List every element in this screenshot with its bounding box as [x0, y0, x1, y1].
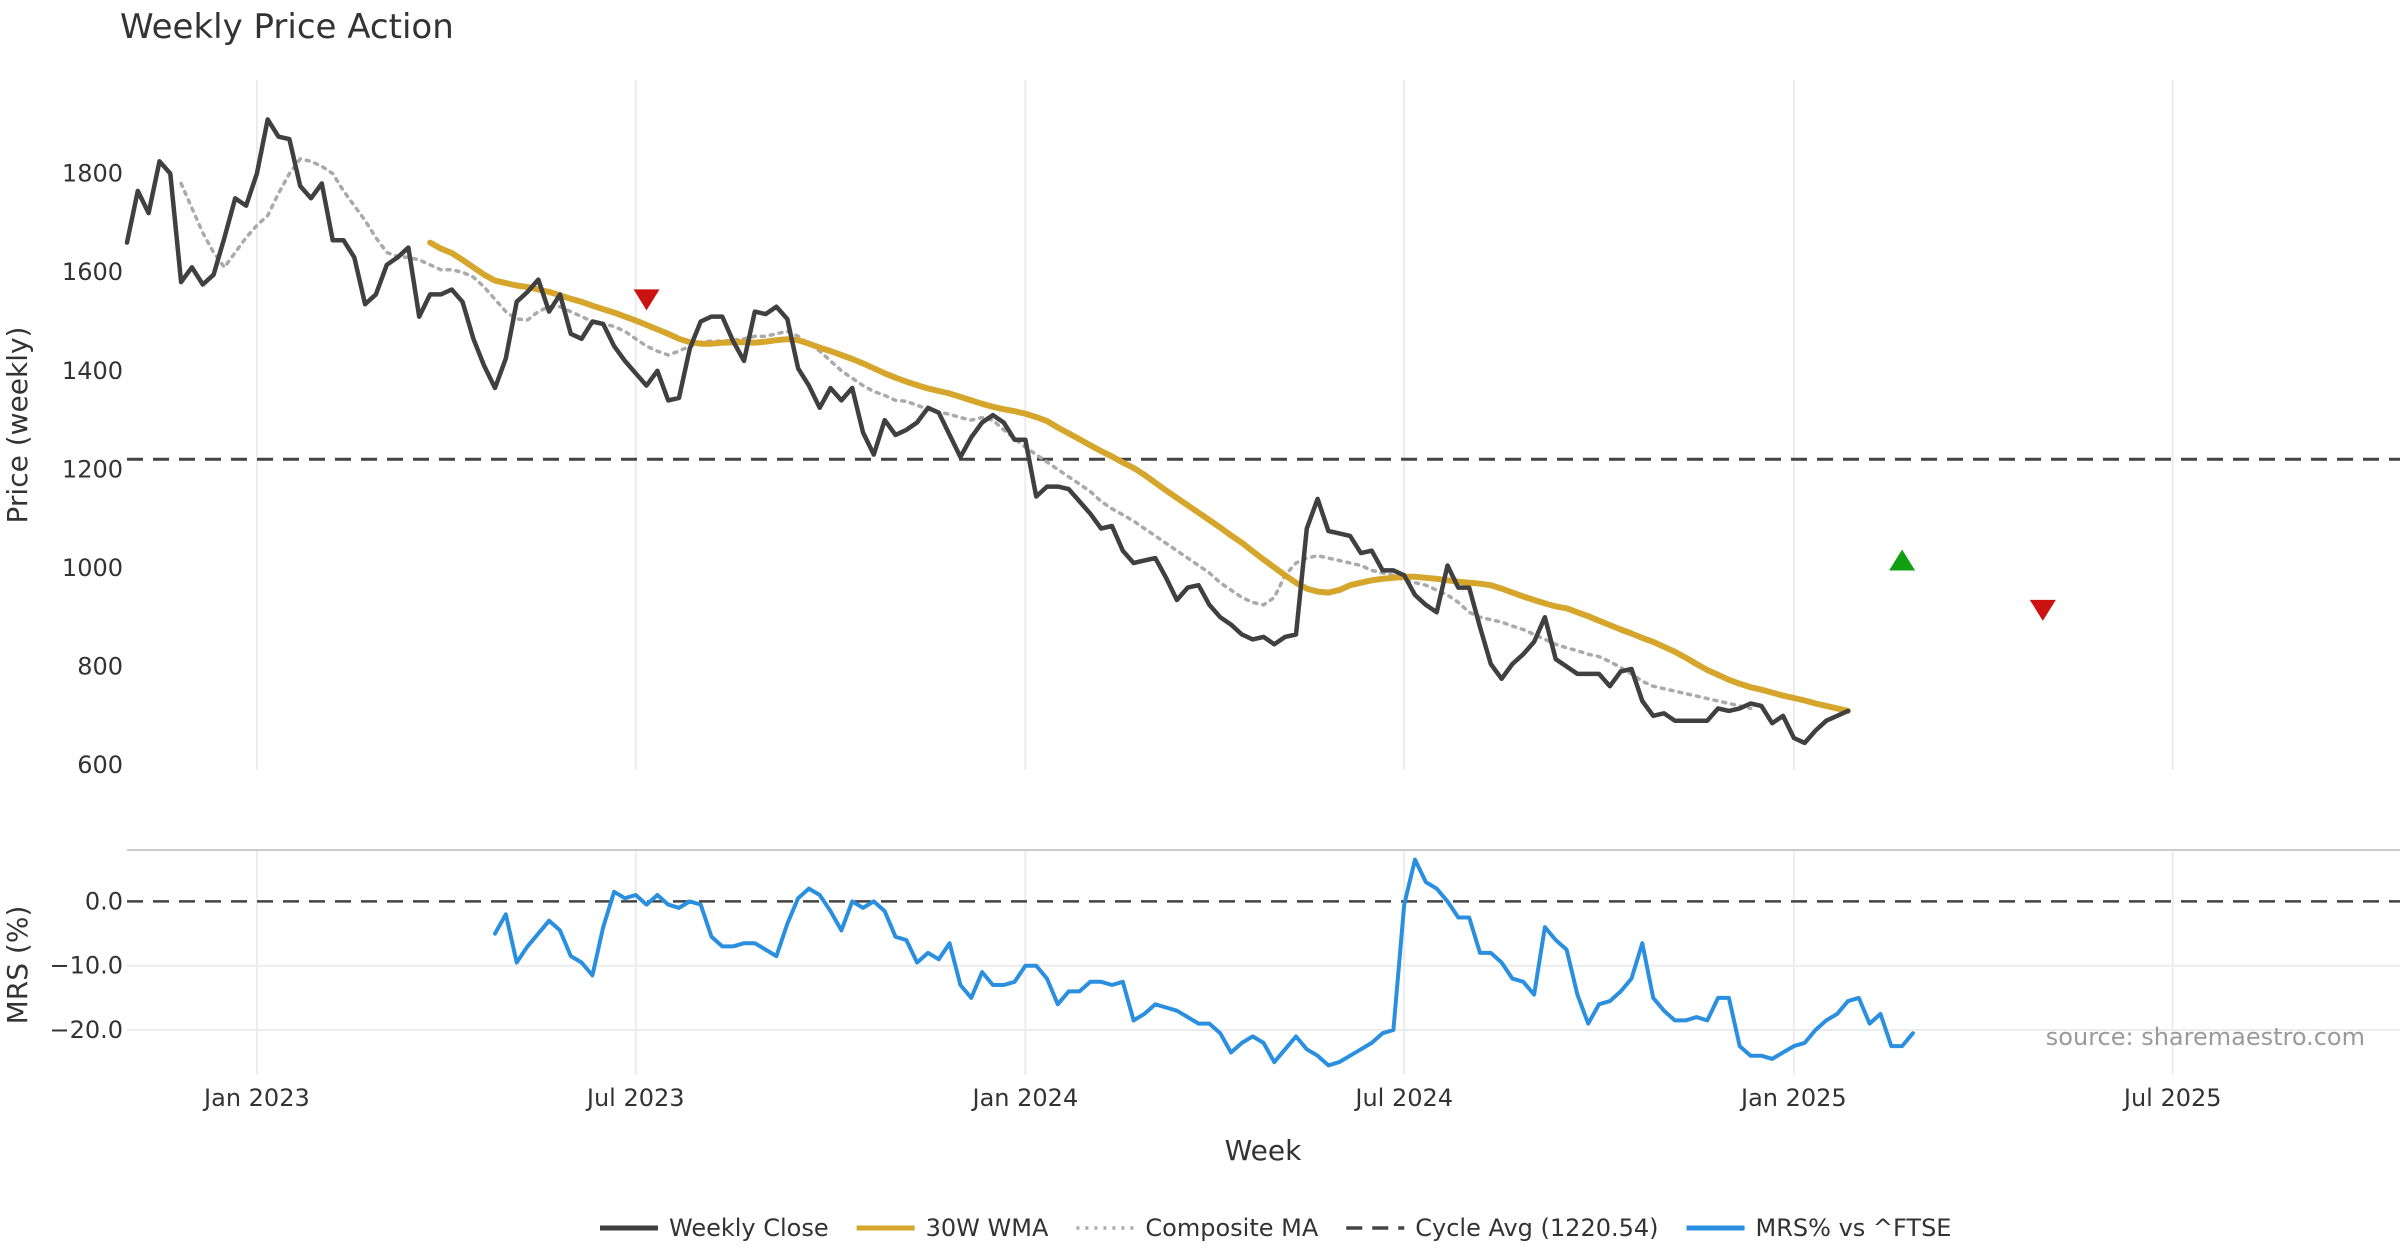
x-tick-label: Jul 2023: [585, 1084, 685, 1112]
price-y-tick-label: 1200: [62, 455, 123, 483]
x-tick-label: Jan 2024: [971, 1084, 1079, 1112]
mrs-y-tick-label: 0.0: [85, 887, 123, 915]
sell-signal-marker: [633, 289, 660, 311]
signal-markers: [633, 289, 2056, 621]
price-y-tick-label: 1400: [62, 357, 123, 385]
source-watermark: source: sharemaestro.com: [2046, 1023, 2365, 1051]
price-y-tick-label: 600: [77, 751, 123, 779]
legend-label: MRS% vs ^FTSE: [1756, 1214, 1952, 1242]
mrs-y-axis: 0.0 −10.0 −20.0: [49, 887, 123, 1044]
price-y-tick-label: 800: [77, 653, 123, 681]
mrs-gridlines: [127, 964, 2400, 1031]
price-y-tick-label: 1000: [62, 554, 123, 582]
price-y-tick-label: 1600: [62, 258, 123, 286]
price-y-axis-label: Price (weekly): [1, 327, 34, 524]
mrs-y-axis-label: MRS (%): [1, 906, 34, 1025]
chart-title: Weekly Price Action: [120, 7, 454, 47]
composite-ma-line: [179, 157, 1753, 711]
x-axis-label: Week: [1225, 1134, 1302, 1167]
mrs-y-tick-label: −10.0: [49, 952, 123, 980]
mrs-y-tick-label: −20.0: [49, 1016, 123, 1044]
series-layer: [124, 117, 2400, 1068]
x-tick-label: Jan 2025: [1739, 1084, 1847, 1112]
x-tick-label: Jul 2025: [2122, 1084, 2222, 1112]
legend-label: Weekly Close: [669, 1214, 829, 1242]
wma-30w-line: [427, 239, 1851, 714]
x-gridlines: [255, 80, 2174, 1075]
x-tick-label: Jul 2024: [1353, 1084, 1453, 1112]
legend-label: Cycle Avg (1220.54): [1415, 1214, 1658, 1242]
legend: Weekly Close 30W WMA Composite MA Cycle Avg…: [600, 1214, 1951, 1242]
x-tick-label: Jan 2023: [202, 1084, 310, 1112]
price-y-tick-label: 1800: [62, 160, 123, 188]
buy-signal-marker: [1889, 549, 1916, 571]
sell-signal-marker: [2029, 599, 2056, 621]
x-axis: Jan 2023 Jul 2023 Jan 2024 Jul 2024 Jan 2025…: [202, 1084, 2222, 1112]
legend-label: 30W WMA: [926, 1214, 1049, 1242]
legend-label: Composite MA: [1145, 1214, 1318, 1242]
mrs-line: [493, 857, 1915, 1068]
weekly-close-line: [124, 117, 1851, 746]
price-y-axis: 600 800 1000 1200 1400 1600 1800: [62, 160, 123, 779]
